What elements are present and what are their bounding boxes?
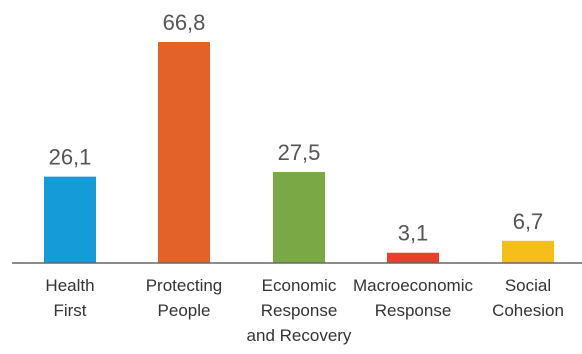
- category-label-3-line-0: Macroeconomic: [353, 276, 473, 295]
- category-label-1-line-0: Protecting: [146, 276, 223, 295]
- category-label-2-line-0: Economic: [262, 276, 337, 295]
- bar-1: [158, 42, 210, 263]
- category-label-0-line-0: Health: [45, 276, 94, 295]
- bar-4: [502, 240, 554, 263]
- value-label-4: 6,7: [513, 209, 544, 234]
- category-label-4: Social Cohesion: [492, 276, 564, 320]
- category-label-3: Macroeconomic Response: [353, 276, 473, 320]
- category-label-2: Economic Response and Recovery: [247, 276, 352, 345]
- category-label-1: Protecting People: [146, 276, 223, 320]
- value-label-3: 3,1: [398, 221, 429, 246]
- category-label-1-line-1: People: [158, 301, 211, 320]
- category-label-2-line-2: and Recovery: [247, 326, 352, 345]
- category-label-4-line-1: Cohesion: [492, 301, 564, 320]
- category-label-3-line-1: Response: [375, 301, 452, 320]
- category-labels-layer: Health First Protecting People Economic Respo…: [45, 276, 563, 345]
- bar-2: [273, 172, 325, 263]
- value-label-0: 26,1: [49, 145, 92, 170]
- bars-layer: [44, 42, 554, 263]
- value-labels-layer: 26,1 66,8 27,5 3,1 6,7: [49, 10, 544, 246]
- bar-3: [387, 252, 439, 263]
- value-label-1: 66,8: [163, 10, 206, 35]
- category-label-0-line-1: First: [53, 301, 86, 320]
- category-label-2-line-1: Response: [261, 301, 338, 320]
- category-label-4-line-0: Social: [505, 276, 551, 295]
- category-label-0: Health First: [45, 276, 94, 320]
- value-label-2: 27,5: [278, 140, 321, 165]
- bar-0: [44, 176, 96, 263]
